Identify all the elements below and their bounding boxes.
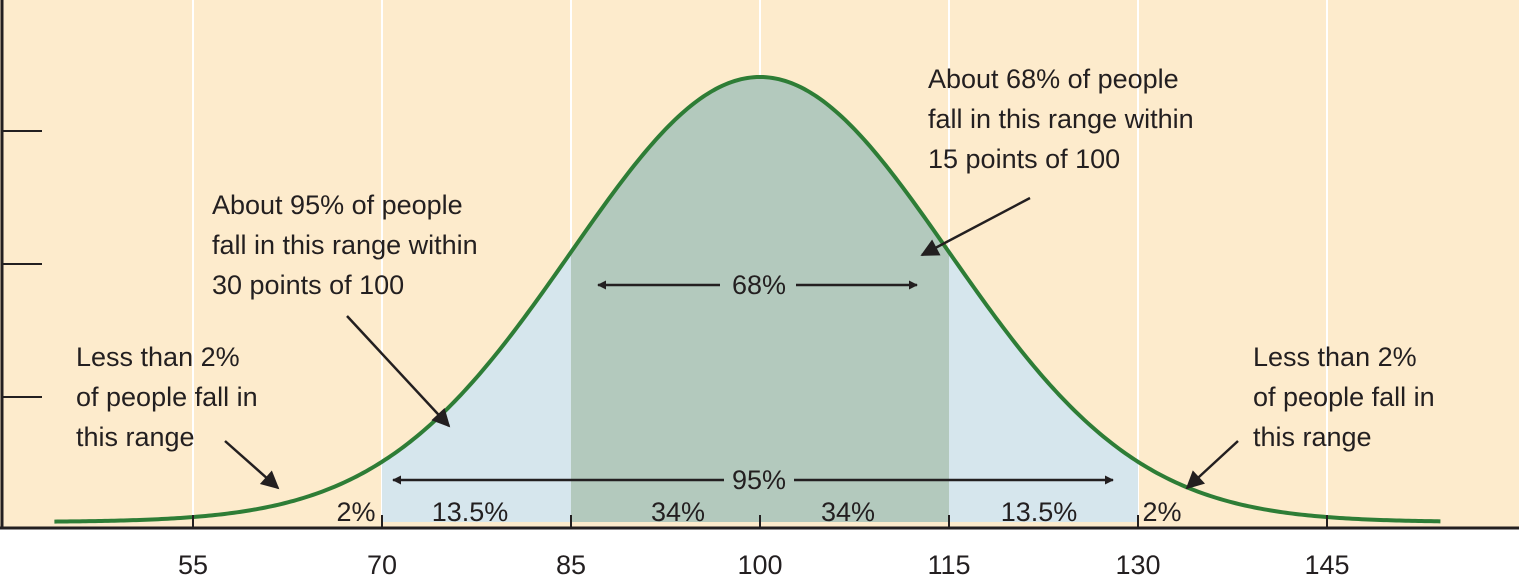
- annotation-68-line-2: fall in this range within: [928, 104, 1194, 134]
- annotation-right-tail: Less than 2% of people fall in this rang…: [1185, 342, 1435, 490]
- annotation-left-tail-pointer: [224, 440, 280, 490]
- annotation-left-tail-line-1: Less than 2%: [76, 342, 240, 372]
- annotation-95-line-3: 30 points of 100: [212, 270, 404, 300]
- segment-label-100-115: 34%: [821, 497, 875, 527]
- x-tick-label-145: 145: [1304, 550, 1349, 580]
- x-tick-label-85: 85: [556, 550, 586, 580]
- segment-label-left-tail: 2%: [336, 497, 375, 527]
- x-tick-label-55: 55: [178, 550, 208, 580]
- annotation-left-tail-line-2: of people fall in: [76, 382, 258, 412]
- range-68-label: 68%: [732, 270, 786, 300]
- band-68-area: [571, 77, 949, 522]
- range-95-arrow: 95%: [392, 465, 1114, 495]
- range-68-arrow: 68%: [597, 270, 918, 300]
- annotation-68: About 68% of people fall in this range w…: [920, 64, 1194, 257]
- annotation-95-line-1: About 95% of people: [212, 190, 463, 220]
- segment-label-115-130: 13.5%: [1001, 497, 1078, 527]
- annotation-68-pointer: [920, 196, 1031, 257]
- annotation-right-tail-line-1: Less than 2%: [1253, 342, 1417, 372]
- annotation-right-tail-pointer: [1185, 440, 1239, 490]
- range-95-label: 95%: [732, 465, 786, 495]
- segment-label-70-85: 13.5%: [432, 497, 509, 527]
- annotation-95: About 95% of people fall in this range w…: [212, 190, 478, 428]
- x-axis-tick-labels: 55 70 85 100 115 130 145: [178, 550, 1350, 580]
- annotation-68-line-1: About 68% of people: [928, 64, 1179, 94]
- x-tick-label-70: 70: [367, 550, 397, 580]
- x-axis-ticks: [192, 515, 1328, 528]
- segment-label-right-tail: 2%: [1142, 497, 1181, 527]
- annotation-left-tail-line-3: this range: [76, 422, 195, 452]
- annotation-95-line-2: fall in this range within: [212, 230, 478, 260]
- segment-label-85-100: 34%: [651, 497, 705, 527]
- annotation-left-tail: Less than 2% of people fall in this rang…: [76, 342, 280, 490]
- annotation-95-pointer: [346, 315, 451, 428]
- annotation-right-tail-line-2: of people fall in: [1253, 382, 1435, 412]
- x-tick-label-100: 100: [737, 550, 782, 580]
- normal-curve: [54, 74, 1441, 524]
- annotation-right-tail-line-3: this range: [1253, 422, 1372, 452]
- annotation-68-line-3: 15 points of 100: [928, 144, 1120, 174]
- x-tick-label-130: 130: [1115, 550, 1160, 580]
- x-tick-label-115: 115: [927, 550, 970, 580]
